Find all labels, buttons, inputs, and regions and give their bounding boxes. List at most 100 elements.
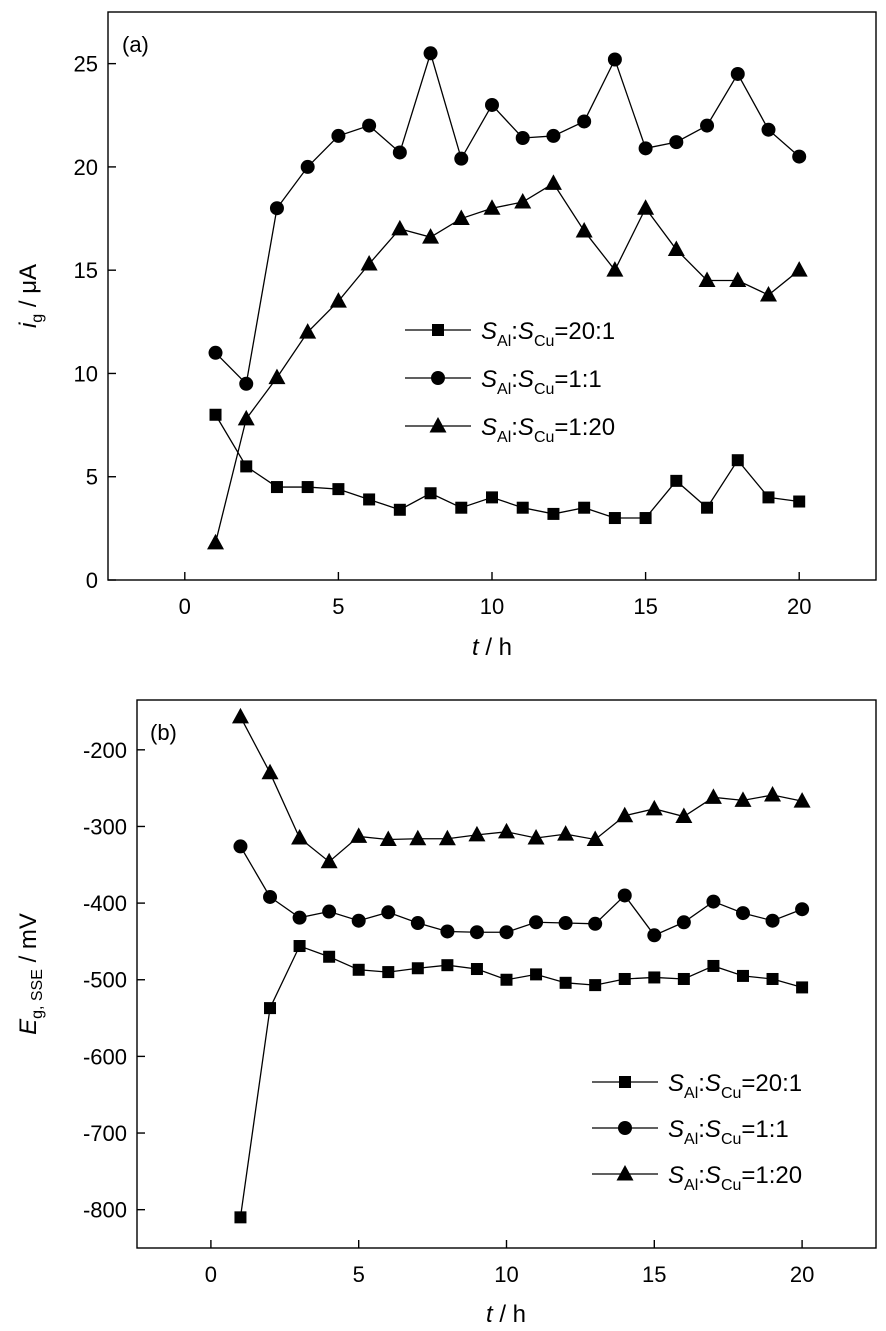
data-point-square (363, 493, 376, 506)
data-point-triangle (329, 292, 347, 308)
data-point-triangle (764, 786, 782, 802)
data-point-triangle (452, 209, 470, 226)
y-axis-var-b: E (15, 1018, 42, 1035)
data-point-triangle (237, 409, 255, 426)
data-point-triangle (616, 806, 634, 823)
y-tick-label: 5 (86, 465, 98, 490)
data-point-triangle (299, 323, 317, 339)
data-point-circle (263, 889, 278, 904)
data-point-circle (607, 52, 622, 67)
data-point-triangle (793, 792, 811, 808)
data-point-circle (331, 128, 346, 143)
data-point-triangle (790, 261, 808, 277)
series-a (207, 46, 808, 550)
data-point-square (411, 962, 424, 975)
data-point-triangle (734, 791, 752, 807)
panel-b: (b) 0 5 10 15 20 -800 -700 -600 -500 -400 -300 -200… (15, 699, 877, 1328)
legend-label-circle: SAl:SCu=1:1 (481, 366, 602, 398)
y-axis-title-b: Eg, SSE / mV (15, 913, 46, 1035)
data-point-circle (292, 910, 307, 925)
data-point-circle (322, 904, 337, 919)
series-line-triangle (214, 182, 800, 543)
series-line-circle (239, 846, 803, 937)
data-point-circle (392, 145, 407, 160)
data-point-square (766, 972, 779, 985)
data-point-triangle (207, 533, 225, 550)
data-point-square (382, 966, 395, 979)
data-point-square (547, 507, 560, 520)
data-point-square (424, 487, 437, 500)
data-point-triangle (675, 807, 693, 823)
data-point-square (796, 981, 809, 994)
data-point-square (608, 512, 621, 525)
data-point-square (701, 501, 714, 514)
data-point-circle (410, 916, 425, 931)
data-point-circle (454, 151, 469, 166)
legend-marker-circle (431, 371, 445, 385)
ticks-b: 0 5 10 15 20 -800 -700 -600 -500 -400 -300 -200 (83, 738, 814, 1287)
data-point-triangle (698, 271, 716, 288)
legend-marker-square (619, 1076, 631, 1088)
x-axis-title-a: t / h (472, 634, 512, 661)
data-point-triangle (291, 828, 309, 845)
y-tick-label: -700 (83, 1121, 127, 1146)
y-tick-label: 20 (74, 155, 98, 180)
x-axis-var-b: t (486, 1301, 494, 1328)
data-point-square (736, 969, 749, 982)
x-axis-title-b: t / h (486, 1301, 526, 1328)
data-point-circle (558, 916, 573, 931)
data-point-triangle (350, 827, 368, 843)
data-point-triangle (637, 199, 655, 215)
data-point-triangle (586, 830, 604, 846)
legend-marker-circle (618, 1121, 632, 1135)
data-point-circle (440, 924, 455, 939)
data-point-triangle (667, 240, 685, 257)
legend-marker-square (432, 324, 444, 336)
data-point-square (648, 971, 661, 984)
data-point-square (270, 481, 283, 494)
data-point-triangle (514, 193, 532, 209)
y-tick-label: -600 (83, 1044, 127, 1069)
x-tick-label: 5 (332, 594, 344, 619)
data-point-triangle (704, 788, 722, 804)
data-point-triangle (498, 822, 515, 839)
data-point-square (516, 501, 529, 514)
data-point-square (486, 491, 498, 504)
y-tick-label: -200 (83, 738, 127, 763)
panel-label-b: (b) (150, 720, 177, 745)
data-point-triangle (729, 271, 747, 288)
data-point-square (455, 501, 468, 514)
data-point-circle (706, 894, 721, 909)
legend-a: SAl:SCu=20:1 SAl:SCu=1:1 SAl:SCu=1:20 (405, 318, 615, 446)
panel-label-a: (a) (122, 32, 149, 57)
legend-label-square: SAl:SCu=20:1 (481, 318, 615, 350)
y-tick-label: -500 (83, 968, 127, 993)
data-point-square (559, 976, 572, 989)
data-point-square (332, 483, 345, 496)
data-point-square (393, 503, 406, 516)
data-point-square (578, 501, 591, 514)
data-point-square (301, 481, 314, 494)
data-point-circle (362, 118, 377, 133)
y-tick-label: 0 (86, 568, 98, 593)
data-point-square (293, 940, 306, 953)
data-point-circle (588, 916, 603, 931)
data-point-triangle (645, 799, 663, 816)
data-point-triangle (557, 825, 575, 841)
data-point-triangle (544, 174, 562, 190)
data-point-circle (469, 925, 484, 940)
ticks-a: 0 5 10 15 20 0 5 10 15 20 25 (74, 52, 812, 619)
data-point-triangle (438, 829, 456, 846)
y-tick-label: 15 (74, 258, 98, 283)
data-point-circle (239, 376, 254, 391)
data-point-circle (351, 913, 366, 928)
data-point-triangle (231, 707, 249, 724)
data-point-circle (381, 905, 396, 920)
data-point-square (264, 1002, 277, 1015)
data-point-square (441, 959, 454, 972)
x-tick-label: 15 (642, 1262, 666, 1287)
y-axis-unit-a: / μA (15, 264, 42, 314)
data-point-circle (529, 915, 544, 930)
y-axis-sub-b: g, SSE (29, 969, 46, 1019)
